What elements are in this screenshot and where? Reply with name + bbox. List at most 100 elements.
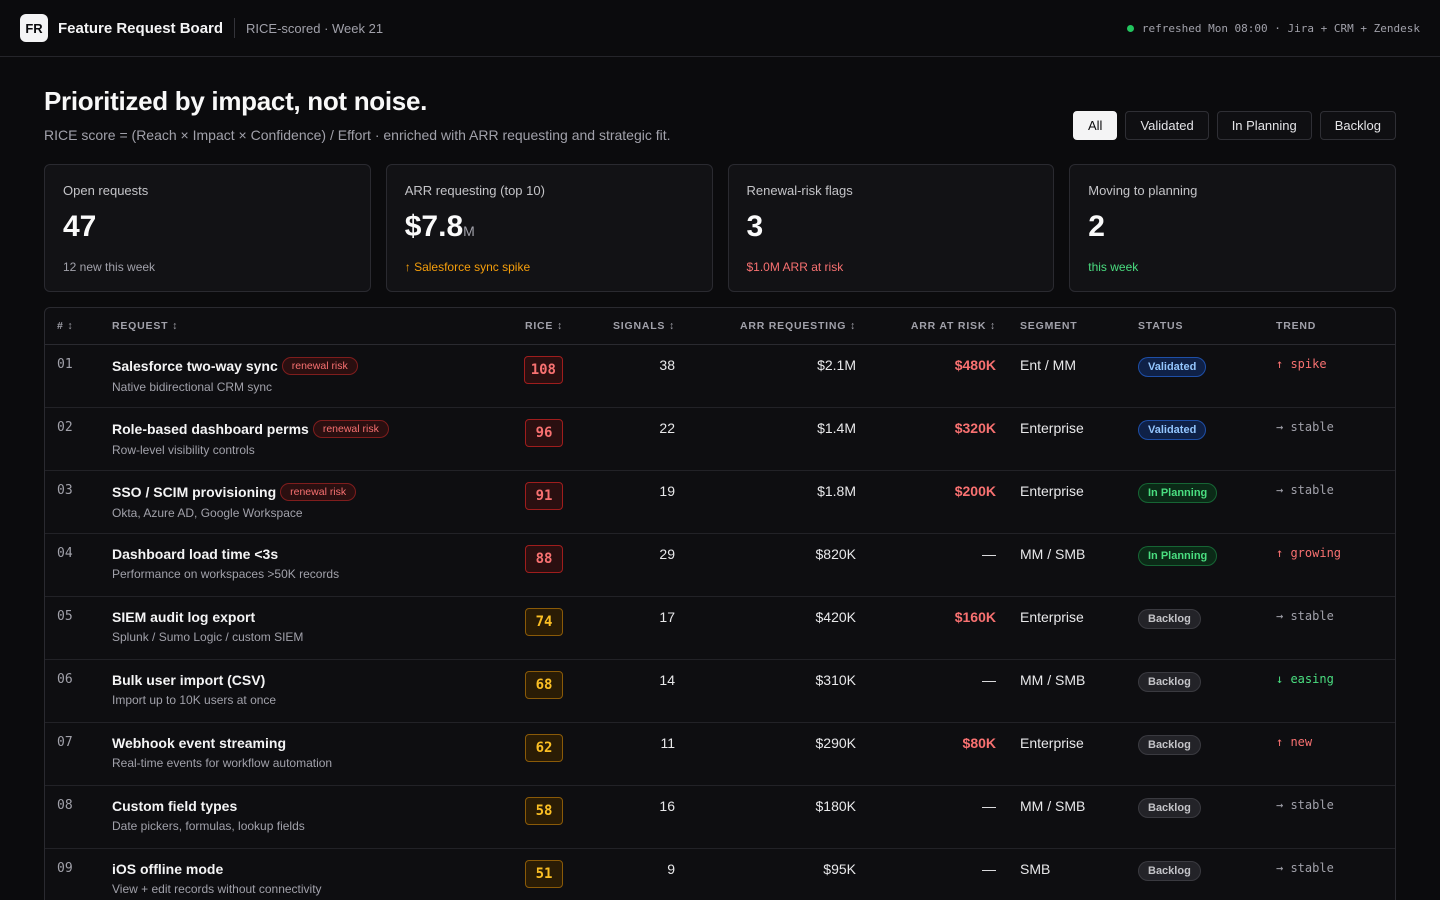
- request-description: Splunk / Sumo Logic / custom SIEM: [112, 629, 304, 644]
- table-row[interactable]: 06 Bulk user import (CSV) Import up to 10K…: [45, 659, 1395, 723]
- filter-validated-button[interactable]: Validated: [1125, 111, 1209, 140]
- rice-score-badge: 74: [525, 607, 563, 636]
- table-row[interactable]: 08 Custom field types Date pickers, formul…: [45, 785, 1395, 849]
- arr-requesting-cell: $1.8M: [687, 470, 868, 534]
- row-number: 04: [45, 533, 100, 597]
- filter-in-planning-button[interactable]: In Planning: [1216, 111, 1312, 140]
- segment-cell: MM / SMB: [1008, 659, 1126, 723]
- page-title: Prioritized by impact, not noise.: [44, 86, 428, 116]
- table-row[interactable]: 01 Salesforce two-way sync renewal risk Nat…: [45, 344, 1395, 408]
- signals-cell: 11: [575, 722, 687, 786]
- request-title-line: SSO / SCIM provisioning renewal risk: [112, 482, 488, 501]
- status-cell: Backlog: [1126, 659, 1264, 723]
- arr-at-risk-cell: $320K: [868, 407, 1008, 471]
- column-header-arr-requesting[interactable]: ARR REQUESTING ↕: [687, 308, 868, 345]
- request-description: Date pickers, formulas, lookup fields: [112, 818, 305, 833]
- arr-requesting-cell: $820K: [687, 533, 868, 597]
- rice-score-badge: 58: [525, 796, 563, 825]
- request-title[interactable]: Salesforce two-way sync: [112, 357, 278, 374]
- filter-all-button[interactable]: All: [1072, 111, 1118, 140]
- status-cell: Backlog: [1126, 722, 1264, 786]
- rice-cell: 62: [500, 722, 575, 786]
- rice-cell: 108: [500, 344, 575, 408]
- requests-table: # ↕ REQUEST ↕ RICE ↕ SIGNALS ↕ ARR REQUE…: [45, 308, 1395, 900]
- arr-at-risk-cell: —: [868, 533, 1008, 597]
- kpi-value: 2: [1088, 210, 1105, 243]
- request-title-line: iOS offline mode: [112, 861, 488, 877]
- row-number: 07: [45, 722, 100, 786]
- status-badge[interactable]: Validated: [1138, 356, 1207, 377]
- request-title[interactable]: iOS offline mode: [112, 860, 224, 877]
- request-description: Native bidirectional CRM sync: [112, 379, 273, 394]
- kpi-open-requests: Open requests 47 12 new this week: [44, 164, 371, 292]
- app-logo[interactable]: FR: [20, 14, 48, 42]
- segment-cell: Enterprise: [1008, 407, 1126, 471]
- row-number: 01: [45, 344, 100, 408]
- table-row[interactable]: 03 SSO / SCIM provisioning renewal risk Okt…: [45, 470, 1395, 534]
- status-badge[interactable]: Validated: [1138, 419, 1207, 440]
- kpi-cards: Open requests 47 12 new this week ARR re…: [44, 164, 1396, 292]
- renewal-risk-badge: renewal risk: [280, 482, 357, 501]
- signals-cell: 17: [575, 596, 687, 660]
- column-header-rice[interactable]: RICE ↕: [500, 308, 575, 345]
- kpi-label: Moving to planning: [1088, 183, 1198, 198]
- status-badge[interactable]: Backlog: [1138, 734, 1201, 755]
- signals-cell: 38: [575, 344, 687, 408]
- column-header-request[interactable]: REQUEST ↕: [100, 308, 500, 345]
- request-title[interactable]: SIEM audit log export: [112, 608, 256, 625]
- request-cell: Webhook event streaming Real-time events …: [100, 722, 500, 786]
- column-header-signals[interactable]: SIGNALS ↕: [575, 308, 687, 345]
- table-row[interactable]: 09 iOS offline mode View + edit records wi…: [45, 848, 1395, 900]
- rice-score-badge: 108: [523, 355, 563, 384]
- request-description: View + edit records without connectivity: [112, 881, 322, 896]
- request-title[interactable]: Custom field types: [112, 797, 238, 814]
- status-badge[interactable]: Backlog: [1138, 797, 1201, 818]
- table-row[interactable]: 02 Role-based dashboard perms renewal risk…: [45, 407, 1395, 471]
- request-cell: Salesforce two-way sync renewal risk Nativ…: [100, 344, 500, 408]
- kpi-arr-requesting: ARR requesting (top 10) $7.8M ↑ Salesfor…: [385, 164, 713, 292]
- status-filter-group: All Validated In Planning Backlog: [1072, 111, 1396, 140]
- rice-cell: 68: [500, 659, 575, 723]
- request-title[interactable]: Bulk user import (CSV): [112, 671, 266, 688]
- status-badge[interactable]: In Planning: [1138, 545, 1218, 566]
- status-badge[interactable]: Backlog: [1138, 608, 1201, 629]
- renewal-risk-badge: renewal risk: [312, 419, 389, 438]
- kpi-label: ARR requesting (top 10): [404, 183, 545, 198]
- status-badge[interactable]: Backlog: [1138, 860, 1201, 881]
- request-description: Okta, Azure AD, Google Workspace: [112, 505, 303, 520]
- request-title[interactable]: Role-based dashboard perms: [112, 420, 309, 437]
- column-header-status: STATUS: [1126, 308, 1264, 345]
- request-cell: iOS offline mode View + edit records with…: [100, 848, 500, 900]
- arr-requesting-cell: $180K: [687, 785, 868, 849]
- segment-cell: Enterprise: [1008, 470, 1126, 534]
- arr-requesting-cell: $420K: [687, 596, 868, 660]
- signals-cell: 9: [575, 848, 687, 900]
- table-row[interactable]: 07 Webhook event streaming Real-time event…: [45, 722, 1395, 786]
- kpi-note: ↑ Salesforce sync spike: [404, 260, 531, 274]
- filter-backlog-button[interactable]: Backlog: [1319, 111, 1396, 140]
- refresh-text: refreshed Mon 08:00 · Jira + CRM + Zende…: [1141, 21, 1420, 35]
- request-title[interactable]: SSO / SCIM provisioning: [112, 483, 277, 500]
- column-header-arr-at-risk[interactable]: ARR AT RISK ↕: [868, 308, 1008, 345]
- column-header-number[interactable]: # ↕: [45, 308, 100, 345]
- request-title[interactable]: Dashboard load time <3s: [112, 545, 279, 562]
- status-badge[interactable]: Backlog: [1138, 671, 1201, 692]
- request-description: Import up to 10K users at once: [112, 692, 277, 707]
- trend-indicator: → stable: [1264, 785, 1395, 849]
- table-row[interactable]: 04 Dashboard load time <3s Performance on …: [45, 533, 1395, 597]
- request-title-line: Custom field types: [112, 798, 488, 814]
- request-description: Real-time events for workflow automation: [112, 755, 333, 770]
- trend-indicator: → stable: [1264, 596, 1395, 660]
- live-status-dot-icon: [1126, 24, 1134, 32]
- request-title[interactable]: Webhook event streaming: [112, 734, 287, 751]
- status-cell: In Planning: [1126, 533, 1264, 597]
- hero: Prioritized by impact, not noise. RICE s…: [44, 86, 1396, 143]
- status-cell: In Planning: [1126, 470, 1264, 534]
- arr-requesting-cell: $2.1M: [687, 344, 868, 408]
- rice-cell: 88: [500, 533, 575, 597]
- status-badge[interactable]: In Planning: [1138, 482, 1218, 503]
- status-cell: Backlog: [1126, 848, 1264, 900]
- table-row[interactable]: 05 SIEM audit log export Splunk / Sumo Log…: [45, 596, 1395, 660]
- request-description: Row-level visibility controls: [112, 442, 255, 457]
- rice-score-badge: 88: [525, 544, 563, 573]
